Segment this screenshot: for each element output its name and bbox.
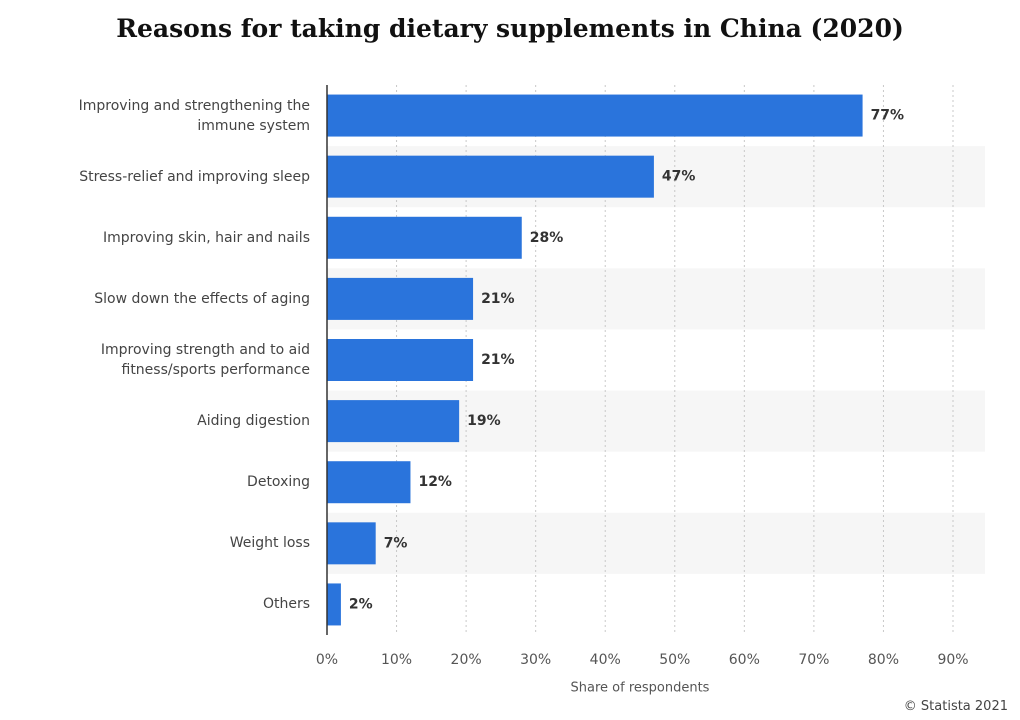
- x-tick-label: 0%: [316, 652, 338, 668]
- y-tick-label: Aiding digestion: [197, 413, 310, 430]
- row-band: [327, 512, 985, 574]
- value-label: 21%: [481, 291, 515, 307]
- x-tick-label: 50%: [659, 652, 690, 668]
- y-tick-label: Improving and strengthening the immune s…: [78, 97, 310, 134]
- bar: [327, 94, 863, 137]
- x-tick-label: 90%: [937, 652, 968, 668]
- value-label: 12%: [418, 474, 452, 490]
- y-tick-label: Slow down the effects of aging: [94, 290, 310, 307]
- bar: [327, 216, 522, 259]
- value-label: 21%: [481, 352, 515, 368]
- value-label: 28%: [530, 230, 564, 246]
- y-tick-label: Detoxing: [247, 474, 310, 491]
- value-label: 19%: [467, 413, 501, 429]
- x-tick-label: 70%: [798, 652, 829, 668]
- x-tick-label: 60%: [729, 652, 760, 668]
- value-label: 2%: [349, 596, 373, 612]
- bar: [327, 522, 376, 565]
- bar: [327, 461, 411, 504]
- bar: [327, 339, 474, 381]
- bar: [327, 400, 460, 443]
- x-axis-title: Share of respondents: [571, 681, 710, 696]
- y-tick-label: Improving strength and to aid fitness/sp…: [100, 342, 310, 378]
- x-tick-label: 20%: [451, 652, 482, 668]
- x-tick-label: 40%: [590, 652, 621, 668]
- x-tick-label: 30%: [520, 652, 551, 668]
- source: © Statista 2021: [903, 699, 1008, 714]
- value-label: 77%: [871, 108, 905, 124]
- bar: [327, 277, 474, 320]
- y-tick-label: Stress-relief and improving sleep: [79, 168, 310, 185]
- value-label: 47%: [662, 169, 696, 185]
- y-tick-label: Weight loss: [229, 535, 310, 552]
- bar: [327, 155, 654, 198]
- bar: [327, 583, 341, 626]
- x-tick-label: 80%: [868, 652, 899, 668]
- value-label: 7%: [384, 535, 408, 551]
- y-tick-label: Others: [262, 596, 310, 613]
- chart-title: Reasons for taking dietary supplements i…: [116, 14, 904, 43]
- x-tick-label: 10%: [381, 652, 412, 668]
- y-tick-label: Improving skin, hair and nails: [103, 229, 310, 246]
